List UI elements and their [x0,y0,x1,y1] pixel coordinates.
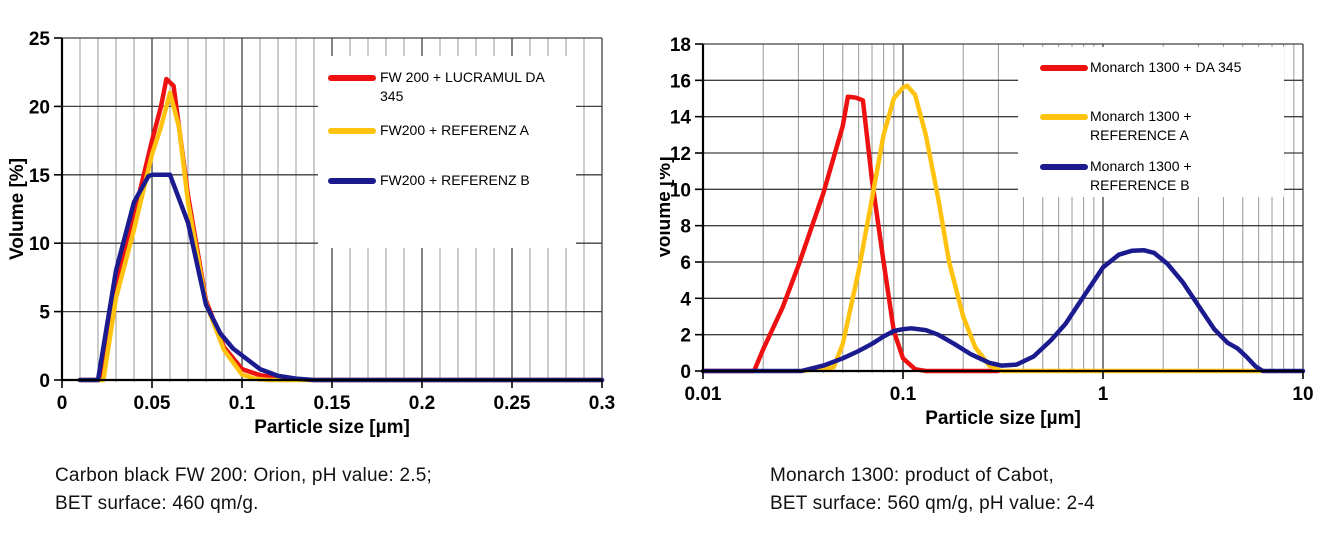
caption-line: Monarch 1300: product of Cabot, [770,465,1054,486]
x-tick-label: 0.1 [890,384,917,405]
y-tick-label: 0 [39,371,50,392]
y-axis-title: Volume [%] [660,156,675,258]
y-tick-label: 16 [670,71,691,92]
legend-item: Monarch 1300 + REFERENCE A [1040,107,1278,145]
fw200-legend: FW 200 + LUCRAMUL DA 345 FW200 + REFERENZ… [318,56,576,248]
legend-item: Monarch 1300 + REFERENCE B [1040,157,1278,195]
y-tick-label: 0 [680,362,691,383]
legend-swatch [328,128,376,134]
y-tick-label: 12 [670,144,691,165]
y-tick-label: 4 [680,289,691,310]
x-tick-label: 0.05 [134,393,171,414]
fw200-chart: 0 5 10 15 20 25 0 0.05 0.1 0.15 0.2 0.25 0.3 Particle… [0,0,660,445]
legend-item: Monarch 1300 + DA 345 [1040,58,1278,77]
series-line-2 [700,247,1306,374]
legend-label: Monarch 1300 + REFERENCE B [1090,158,1192,193]
y-tick-label: 8 [680,217,691,238]
x-tick-label: 0.25 [494,393,531,414]
legend-item: FW 200 + LUCRAMUL DA 345 [328,68,570,106]
y-tick-label: 6 [680,253,691,274]
fw200-caption: Carbon black FW 200: Orion, pH value: 2.… [55,462,660,518]
legend-label: FW200 + REFERENZ A [380,122,529,138]
y-tick-label: 18 [670,35,691,56]
y-tick-label: 14 [670,108,692,129]
legend-label: Monarch 1300 + REFERENCE A [1090,108,1192,143]
series-line-2 [77,172,605,383]
legend-item: FW200 + REFERENZ B [328,171,570,190]
series-line-1 [799,83,1266,374]
y-tick-label: 10 [29,234,50,255]
y-tick-label: 10 [670,180,691,201]
caption-line: BET surface: 460 qm/g. [55,493,259,514]
x-tick-label: 0 [57,393,68,414]
x-tick-label: 10 [1292,384,1313,405]
y-axis-title: Volume [%] [7,158,28,260]
series-line-0 [700,94,1001,374]
x-tick-label: 1 [1098,384,1109,405]
x-tick-label: 0.1 [229,393,256,414]
monarch1300-chart: 0 2 4 6 8 10 12 14 16 18 0.01 0.1 1 10 Particle size [… [660,0,1330,445]
monarch1300-caption: Monarch 1300: product of Cabot, BET surf… [770,462,1330,518]
legend-swatch [1040,65,1088,71]
y-tick-label: 5 [39,303,50,324]
x-tick-label: 0.3 [589,393,615,414]
monarch1300-figure: 0 2 4 6 8 10 12 14 16 18 0.01 0.1 1 10 Particle size [… [660,0,1330,518]
legend-swatch [328,75,376,81]
y-tick-label: 20 [29,97,50,118]
y-tick-label: 25 [29,29,51,50]
legend-swatch [328,178,376,184]
y-tick-label: 15 [29,166,51,187]
x-tick-label: 0.2 [409,393,435,414]
x-axis-title: Particle size [µm] [925,408,1081,429]
caption-line: Carbon black FW 200: Orion, pH value: 2.… [55,465,432,486]
legend-swatch [1040,114,1088,120]
x-tick-label: 0.01 [685,384,722,405]
legend-label: FW200 + REFERENZ B [380,172,530,188]
series-line-1 [77,90,605,383]
fw200-figure: 0 5 10 15 20 25 0 0.05 0.1 0.15 0.2 0.25 0.3 Particle… [0,0,660,518]
legend-label: FW 200 + LUCRAMUL DA 345 [380,69,545,104]
caption-line: BET surface: 560 qm/g, pH value: 2-4 [770,493,1095,514]
monarch1300-legend: Monarch 1300 + DA 345 Monarch 1300 + REFE… [1018,47,1284,197]
x-axis-title: Particle size [µm] [254,417,410,438]
x-tick-label: 0.15 [314,393,351,414]
figure-area: 0 5 10 15 20 25 0 0.05 0.1 0.15 0.2 0.25 0.3 Particle… [0,0,1330,518]
legend-label: Monarch 1300 + DA 345 [1090,59,1242,75]
legend-item: FW200 + REFERENZ A [328,121,570,140]
monarch1300-chart-svg: 0 2 4 6 8 10 12 14 16 18 0.01 0.1 1 10 Particle size [… [660,35,1314,429]
y-tick-label: 2 [680,326,691,347]
legend-swatch [1040,164,1088,170]
